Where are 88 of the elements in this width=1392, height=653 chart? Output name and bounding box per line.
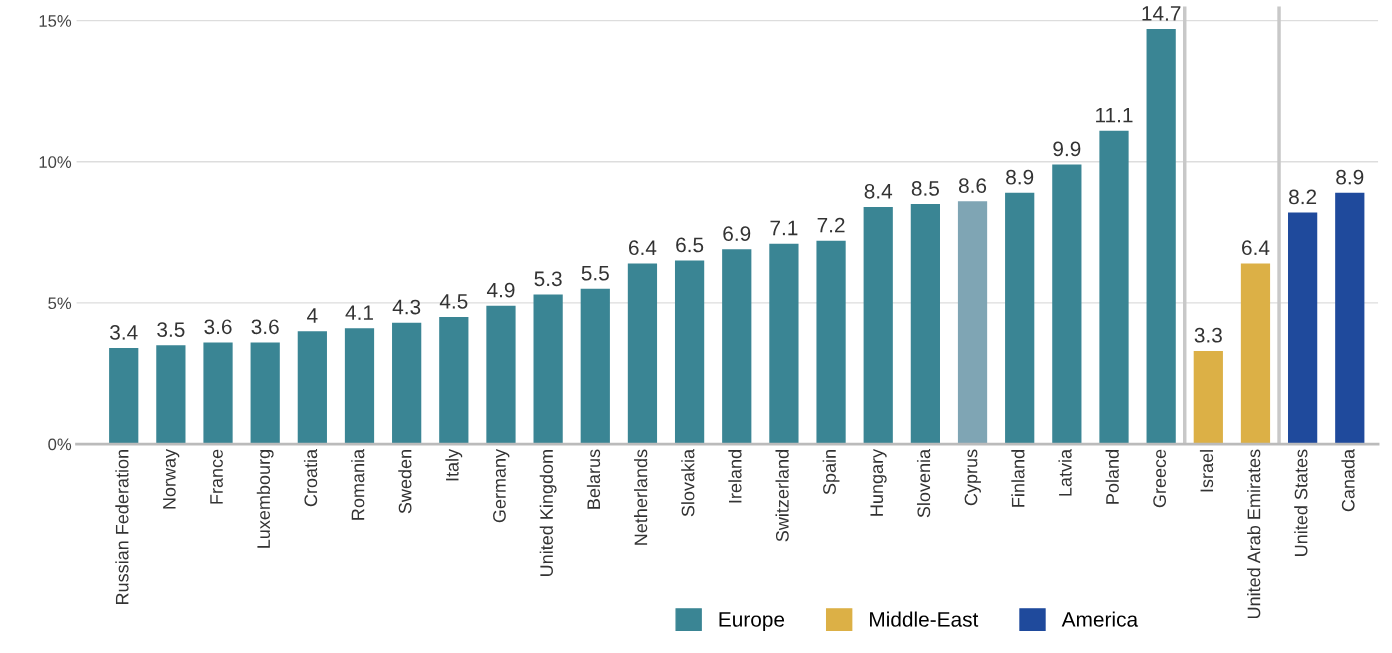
data-label: 3.4 [110,325,138,340]
bar [816,240,846,445]
data-label: 6.5 [676,237,704,253]
x-tick-label: Ireland [728,450,742,503]
data-label: 4.9 [486,282,515,298]
bar [203,342,233,445]
data-label: 6.4 [629,240,657,256]
data-label: 6.9 [723,226,751,241]
bar [344,328,375,445]
data-label: 8.6 [958,178,987,194]
x-tick-label: Germany [493,448,510,523]
data-label: 8.4 [864,183,893,199]
data-label: 11.1 [1096,107,1133,123]
x-tick-label: Hungary [870,448,887,516]
bar [1335,192,1365,445]
y-tick-label: 0% [48,438,72,451]
x-tick-label: Sweden [398,450,412,514]
x-tick-label: United Kingdom [539,450,557,576]
x-tick-label: United States [1294,449,1308,556]
x-tick-label: United Arab Emirates [1247,449,1261,619]
x-tick-label: Italy [445,448,463,481]
x-tick-label: France [210,449,223,504]
data-label: 8.2 [1289,189,1317,205]
x-tick-label: Greece [1153,449,1167,508]
x-tick-label: Switzerland [775,450,789,542]
bar [1193,350,1223,445]
legend-label: Middle-East [870,611,979,627]
x-tick-label: Cyprus [964,449,981,506]
data-label: 8.9 [1336,169,1364,185]
legend-label: America [1061,611,1139,627]
legend-label: Europe [719,612,785,631]
data-label: 4.1 [345,305,373,320]
bar [957,201,988,445]
x-tick-label: Russian Federation [115,450,129,604]
bar [486,305,516,445]
bar [297,331,327,445]
x-tick-label: Finland [1011,450,1025,507]
bar [250,342,280,445]
bar [156,345,186,445]
x-tick-label: Netherlands [634,449,648,545]
bar [439,317,469,445]
data-label: 4 [307,308,318,323]
data-label: 3.3 [1194,327,1222,343]
data-label: 5.3 [534,271,562,287]
bar [1240,263,1271,445]
x-tick-label: Spain [822,450,840,495]
bar [1005,192,1035,445]
x-tick-label: Luxembourg [256,450,274,548]
bar [674,260,705,445]
y-tick-label: 10% [39,156,72,168]
data-label: 8.5 [911,181,939,196]
data-label: 14.7 [1142,6,1181,21]
y-tick-label: 5% [48,297,72,310]
bar [627,263,658,445]
data-label: 6.4 [1242,240,1270,256]
bar [769,243,799,445]
x-tick-label: Canada [1341,448,1355,512]
bar [910,204,940,445]
bar [1288,212,1318,445]
x-tick-label: Croatia [303,448,318,507]
bar [533,294,563,445]
x-tick-label: Israel [1199,450,1214,492]
bar [722,249,752,445]
x-tick-label: Slovenia [916,448,931,518]
data-label: 3.6 [204,319,232,335]
data-label: 4.5 [439,294,468,309]
bar [109,348,139,445]
bar [1146,29,1176,445]
bar [580,288,610,445]
data-label: 5.5 [581,265,609,281]
data-label: 3.6 [251,319,279,335]
bar [1099,130,1129,445]
x-tick-label: Slovakia [681,448,695,517]
bar [1052,164,1082,445]
data-label: 9.9 [1053,141,1081,157]
data-label: 3.5 [157,322,185,337]
bar [392,322,422,445]
x-tick-label: Latvia [1058,448,1072,496]
data-label: 4.3 [392,299,421,315]
x-tick-label: Romania [351,448,365,520]
data-label: 8.9 [1006,169,1034,185]
x-tick-label: Poland [1105,450,1119,504]
data-label: 7.2 [817,217,845,233]
x-tick-label: Belarus [586,449,601,509]
data-label: 7.1 [770,220,798,236]
bar [863,206,893,445]
x-tick-label: Norway [163,448,180,509]
y-tick-label: 15% [39,15,72,27]
